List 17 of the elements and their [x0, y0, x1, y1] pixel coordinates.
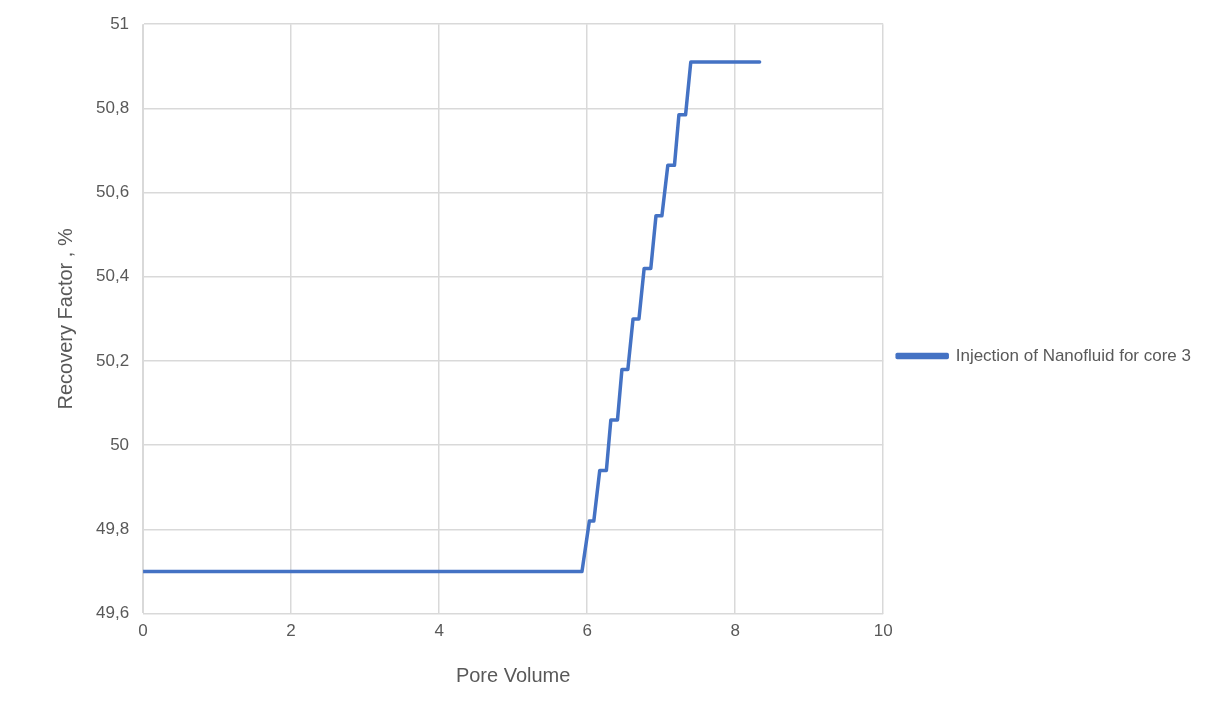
y-tick-label: 50,4	[95, 266, 130, 286]
y-tick-label: 50,8	[95, 98, 130, 118]
x-tick-label: 4	[434, 621, 444, 641]
y-tick-label: 50,2	[95, 350, 130, 370]
x-axis-title: Pore Volume	[455, 663, 571, 686]
x-tick-label: 6	[582, 621, 592, 641]
y-axis-title: Recovery Factor , %	[53, 228, 76, 410]
y-tick-label: 49,8	[95, 519, 130, 539]
x-tick-label: 2	[286, 621, 296, 641]
y-tick-label: 50,6	[95, 182, 130, 202]
y-tick-label: 51	[110, 13, 130, 33]
x-tick-label: 8	[730, 621, 740, 641]
legend-label: Injection of Nanofluid for core 3	[955, 345, 1192, 365]
x-tick-label: 10	[873, 621, 893, 641]
x-tick-label: 0	[138, 621, 148, 641]
y-tick-label: 49,6	[95, 603, 130, 623]
y-tick-label: 50	[110, 434, 130, 454]
